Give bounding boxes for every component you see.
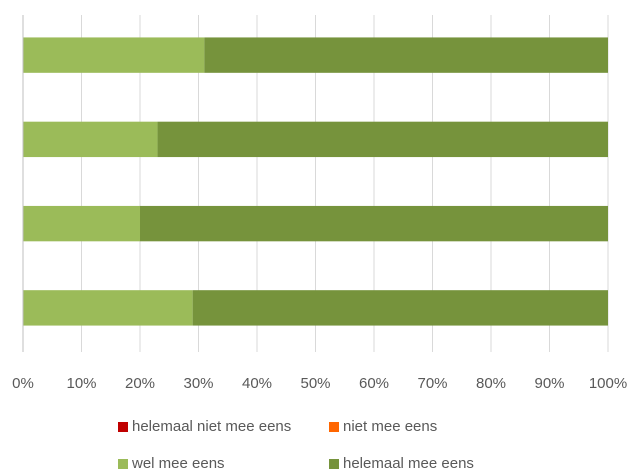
bars xyxy=(23,37,609,326)
x-tick-label: 20% xyxy=(125,375,155,392)
x-tick-label: 50% xyxy=(300,375,330,392)
x-tick-label: 90% xyxy=(534,375,564,392)
legend-label: helemaal niet mee eens xyxy=(132,418,292,435)
legend-label: niet mee eens xyxy=(343,418,438,435)
legend-item-niet-mee-eens: niet mee eens xyxy=(329,418,437,435)
legend-item-helemaal-niet-mee-eens: helemaal niet mee eens xyxy=(118,418,291,435)
legend-swatch-wel-mee-eens xyxy=(118,458,128,469)
legend-swatch-niet-mee-eens xyxy=(329,421,339,432)
bar-segment-wel-mee-eens xyxy=(23,121,158,158)
bar-segment-wel-mee-eens xyxy=(23,290,193,326)
x-axis-ticks: 0% 10% 20% 30% 40% 50% 60% 70% 80% 90% 100% xyxy=(12,375,627,392)
bar-segment-helemaal-mee-eens xyxy=(157,121,609,158)
legend-swatch-helemaal-mee-eens xyxy=(329,458,339,469)
bar-segment-wel-mee-eens xyxy=(23,205,140,242)
stacked-bar-chart: 0% 10% 20% 30% 40% 50% 60% 70% 80% 90% 100% xyxy=(12,15,627,392)
x-tick-label: 100% xyxy=(589,375,627,392)
x-tick-label: 0% xyxy=(12,375,34,392)
bar-segment-helemaal-mee-eens xyxy=(140,205,608,242)
legend-label: wel mee eens xyxy=(132,455,225,472)
bar-segment-helemaal-mee-eens xyxy=(192,290,608,326)
bar-segment-wel-mee-eens xyxy=(23,37,205,73)
legend-item-helemaal-mee-eens: helemaal mee eens xyxy=(329,455,474,472)
legend-swatch-helemaal-niet-mee-eens xyxy=(118,421,128,432)
bar-segment-helemaal-mee-eens xyxy=(204,37,608,73)
x-tick-label: 60% xyxy=(359,375,389,392)
x-tick-label: 80% xyxy=(476,375,506,392)
legend-label: helemaal mee eens xyxy=(343,455,474,472)
x-tick-label: 70% xyxy=(417,375,447,392)
legend-item-wel-mee-eens: wel mee eens xyxy=(118,455,225,472)
x-tick-label: 40% xyxy=(242,375,272,392)
x-tick-label: 30% xyxy=(183,375,213,392)
x-tick-label: 10% xyxy=(66,375,96,392)
